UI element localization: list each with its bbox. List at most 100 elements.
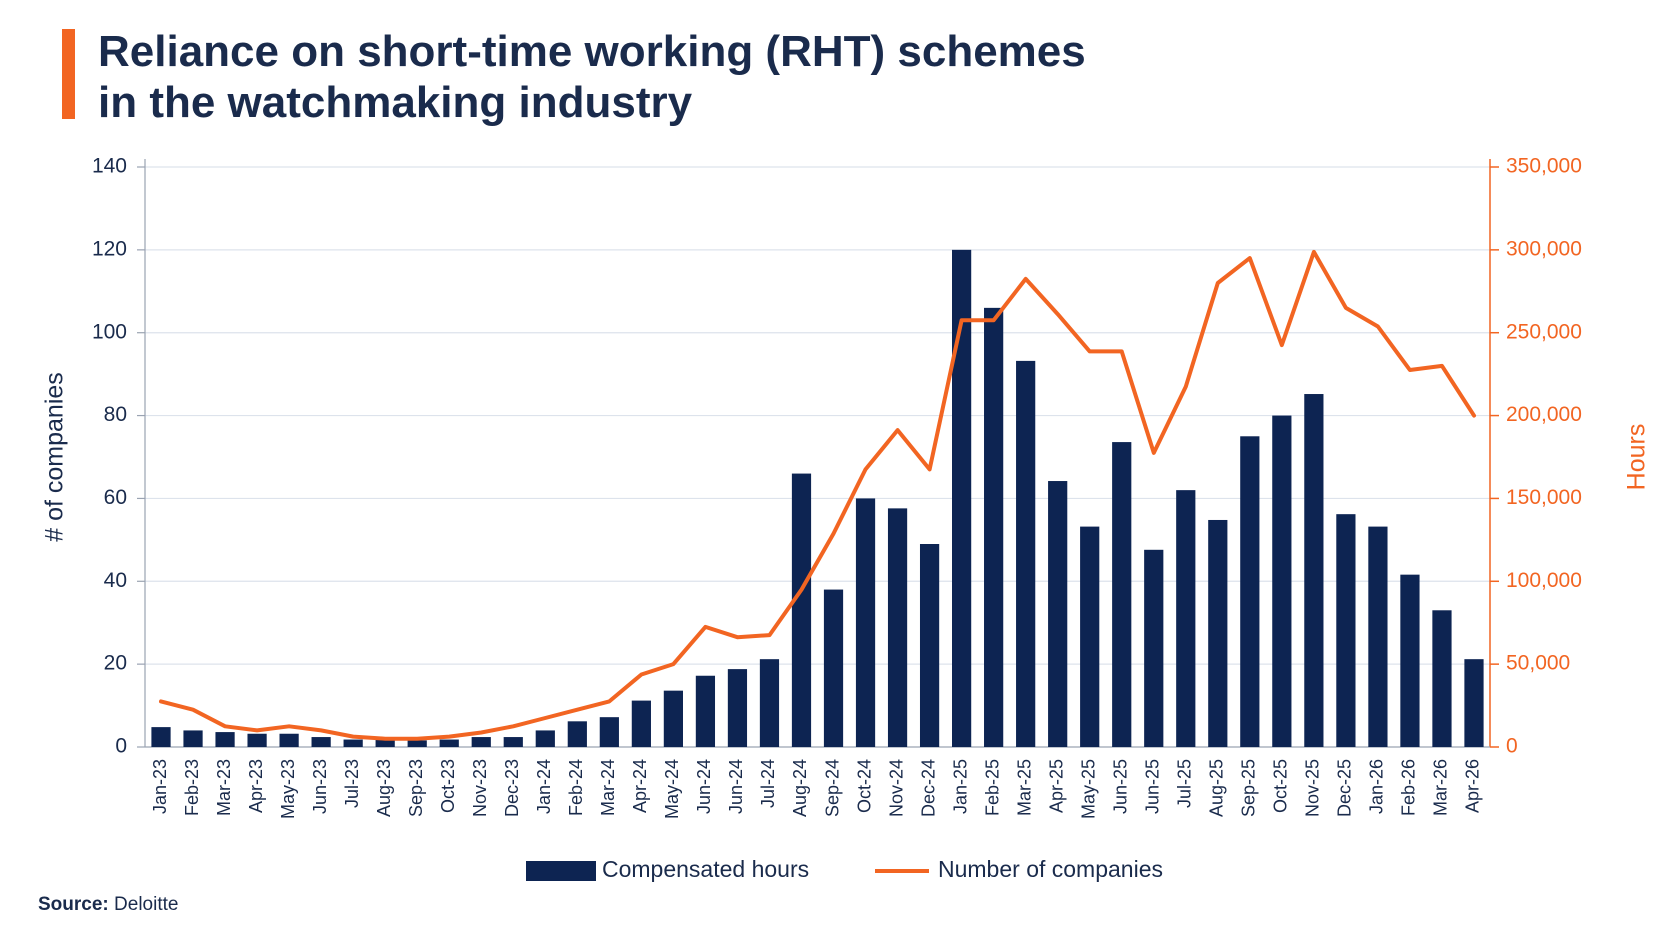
x-tick-label: Jun-23 xyxy=(310,759,330,814)
source: Source: Deloitte xyxy=(38,894,178,915)
x-tick-label: Apr-23 xyxy=(246,759,266,813)
y2-axis-title: Hours xyxy=(1623,424,1651,491)
y-tick-label: 100 xyxy=(92,320,127,343)
x-tick-label: Jun-25 xyxy=(1143,759,1163,814)
y-axis-title: # of companies xyxy=(41,372,69,542)
bar xyxy=(471,737,491,747)
y-tick-label: 60 xyxy=(104,486,127,509)
x-tick-label: Aug-23 xyxy=(374,759,394,817)
x-tick-label: Apr-25 xyxy=(1046,759,1066,813)
bar xyxy=(952,249,972,747)
bar xyxy=(1048,481,1068,747)
y-tick-label: 0 xyxy=(115,735,127,758)
bar xyxy=(759,659,780,747)
x-tick-label: Mar-23 xyxy=(214,759,234,816)
x-tick-label: Nov-24 xyxy=(886,759,906,817)
x-tick-label: Apr-24 xyxy=(630,759,650,813)
x-tick-label: Jul-25 xyxy=(1175,759,1195,808)
y-tick-label: 40 xyxy=(104,569,127,592)
x-tick-label: Jul-24 xyxy=(758,759,778,808)
y2-tick-label: 0 xyxy=(1506,735,1518,758)
source-label: Source: xyxy=(38,894,109,915)
chart-title: Reliance on short-time working (RHT) sch… xyxy=(98,27,1086,76)
x-tick-label: Feb-24 xyxy=(566,759,586,816)
bar xyxy=(1144,549,1164,747)
chart-title: in the watchmaking industry xyxy=(98,78,693,127)
bar xyxy=(919,544,940,747)
bar xyxy=(503,737,523,747)
x-tick-label: Aug-25 xyxy=(1207,759,1227,817)
y-tick-label: 80 xyxy=(104,403,127,426)
y2-tick-label: 250,000 xyxy=(1506,320,1582,343)
bar xyxy=(439,739,459,747)
x-tick-label: Oct-25 xyxy=(1271,759,1291,813)
x-tick-label: Oct-23 xyxy=(438,759,458,813)
bar xyxy=(599,717,619,747)
bar xyxy=(663,690,683,747)
bar xyxy=(823,589,844,747)
x-tick-label: Jan-25 xyxy=(950,759,970,814)
bar xyxy=(183,730,203,747)
bar xyxy=(984,307,1004,747)
x-tick-label: Nov-23 xyxy=(470,759,490,817)
bar xyxy=(343,739,363,747)
y-tick-label: 20 xyxy=(104,652,127,675)
x-tick-label: May-23 xyxy=(278,759,298,819)
bar xyxy=(1368,526,1388,747)
bar xyxy=(375,739,395,747)
bar xyxy=(311,737,331,747)
x-tick-label: Jan-26 xyxy=(1367,759,1387,814)
bar xyxy=(1208,519,1228,747)
bar xyxy=(727,669,748,747)
x-tick-label: Mar-26 xyxy=(1431,759,1451,816)
x-tick-label: Feb-26 xyxy=(1399,759,1419,816)
bar xyxy=(151,727,171,747)
x-tick-label: Dec-24 xyxy=(918,759,938,817)
bar xyxy=(1400,574,1420,747)
x-tick-label: May-25 xyxy=(1078,759,1098,819)
x-tick-label: Jan-23 xyxy=(150,759,170,814)
bar xyxy=(855,498,876,747)
bar xyxy=(1272,415,1292,747)
x-tick-label: Feb-23 xyxy=(182,759,202,816)
source-text: Deloitte xyxy=(114,894,178,915)
y2-tick-label: 100,000 xyxy=(1506,569,1582,592)
x-tick-label: Jun-24 xyxy=(726,759,746,814)
bar xyxy=(567,721,587,747)
x-tick-label: Nov-25 xyxy=(1303,759,1323,817)
y2-tick-label: 50,000 xyxy=(1506,652,1570,675)
bar xyxy=(1240,436,1260,747)
x-tick-label: Mar-25 xyxy=(1014,759,1034,816)
x-tick-label: Sep-24 xyxy=(822,759,842,817)
bar xyxy=(1016,360,1036,747)
bar xyxy=(1112,442,1132,747)
legend-label: Compensated hours xyxy=(602,856,809,882)
bar xyxy=(279,733,299,747)
legend-swatch xyxy=(526,861,596,881)
x-tick-label: Mar-24 xyxy=(598,759,618,816)
bar xyxy=(791,473,812,747)
bar xyxy=(695,675,716,747)
bar xyxy=(407,740,427,747)
bar xyxy=(631,700,651,747)
bar xyxy=(535,730,555,747)
x-tick-label: Apr-26 xyxy=(1463,759,1483,813)
x-tick-label: Jul-23 xyxy=(342,759,362,808)
bar xyxy=(247,733,267,747)
x-tick-label: Jun-25 xyxy=(1110,759,1130,814)
legend-label: Number of companies xyxy=(938,856,1163,882)
y2-tick-label: 300,000 xyxy=(1506,237,1582,260)
bar xyxy=(215,732,235,747)
x-tick-label: Sep-25 xyxy=(1239,759,1259,817)
bar xyxy=(1304,394,1324,747)
x-tick-label: Jan-24 xyxy=(534,759,554,814)
line xyxy=(159,249,1476,741)
x-tick-label: Aug-24 xyxy=(790,759,810,817)
x-tick-label: May-24 xyxy=(662,759,682,819)
bar xyxy=(887,508,908,747)
y2-tick-label: 350,000 xyxy=(1506,155,1582,178)
title-accent xyxy=(62,29,75,119)
x-tick-label: Dec-25 xyxy=(1335,759,1355,817)
y2-tick-label: 200,000 xyxy=(1506,403,1582,426)
